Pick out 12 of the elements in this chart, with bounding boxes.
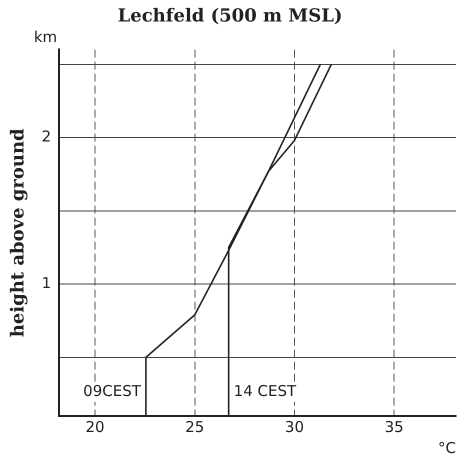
series-label: 14 CEST	[234, 382, 297, 400]
y-tick-label: 1	[42, 274, 52, 292]
x-tick-label: 20	[85, 418, 105, 436]
y-tick-label: 2	[42, 127, 52, 146]
x-tick-label: 25	[185, 418, 204, 436]
y-axis-title: height above ground	[7, 128, 28, 338]
chart-title: Lechfeld (500 m MSL)	[118, 5, 342, 26]
x-axis-title: °C	[438, 438, 456, 457]
series-label: 09CEST	[83, 382, 142, 400]
x-tick-label: 30	[284, 418, 304, 436]
x-tick-label: 35	[384, 418, 404, 436]
text: km	[34, 28, 58, 46]
